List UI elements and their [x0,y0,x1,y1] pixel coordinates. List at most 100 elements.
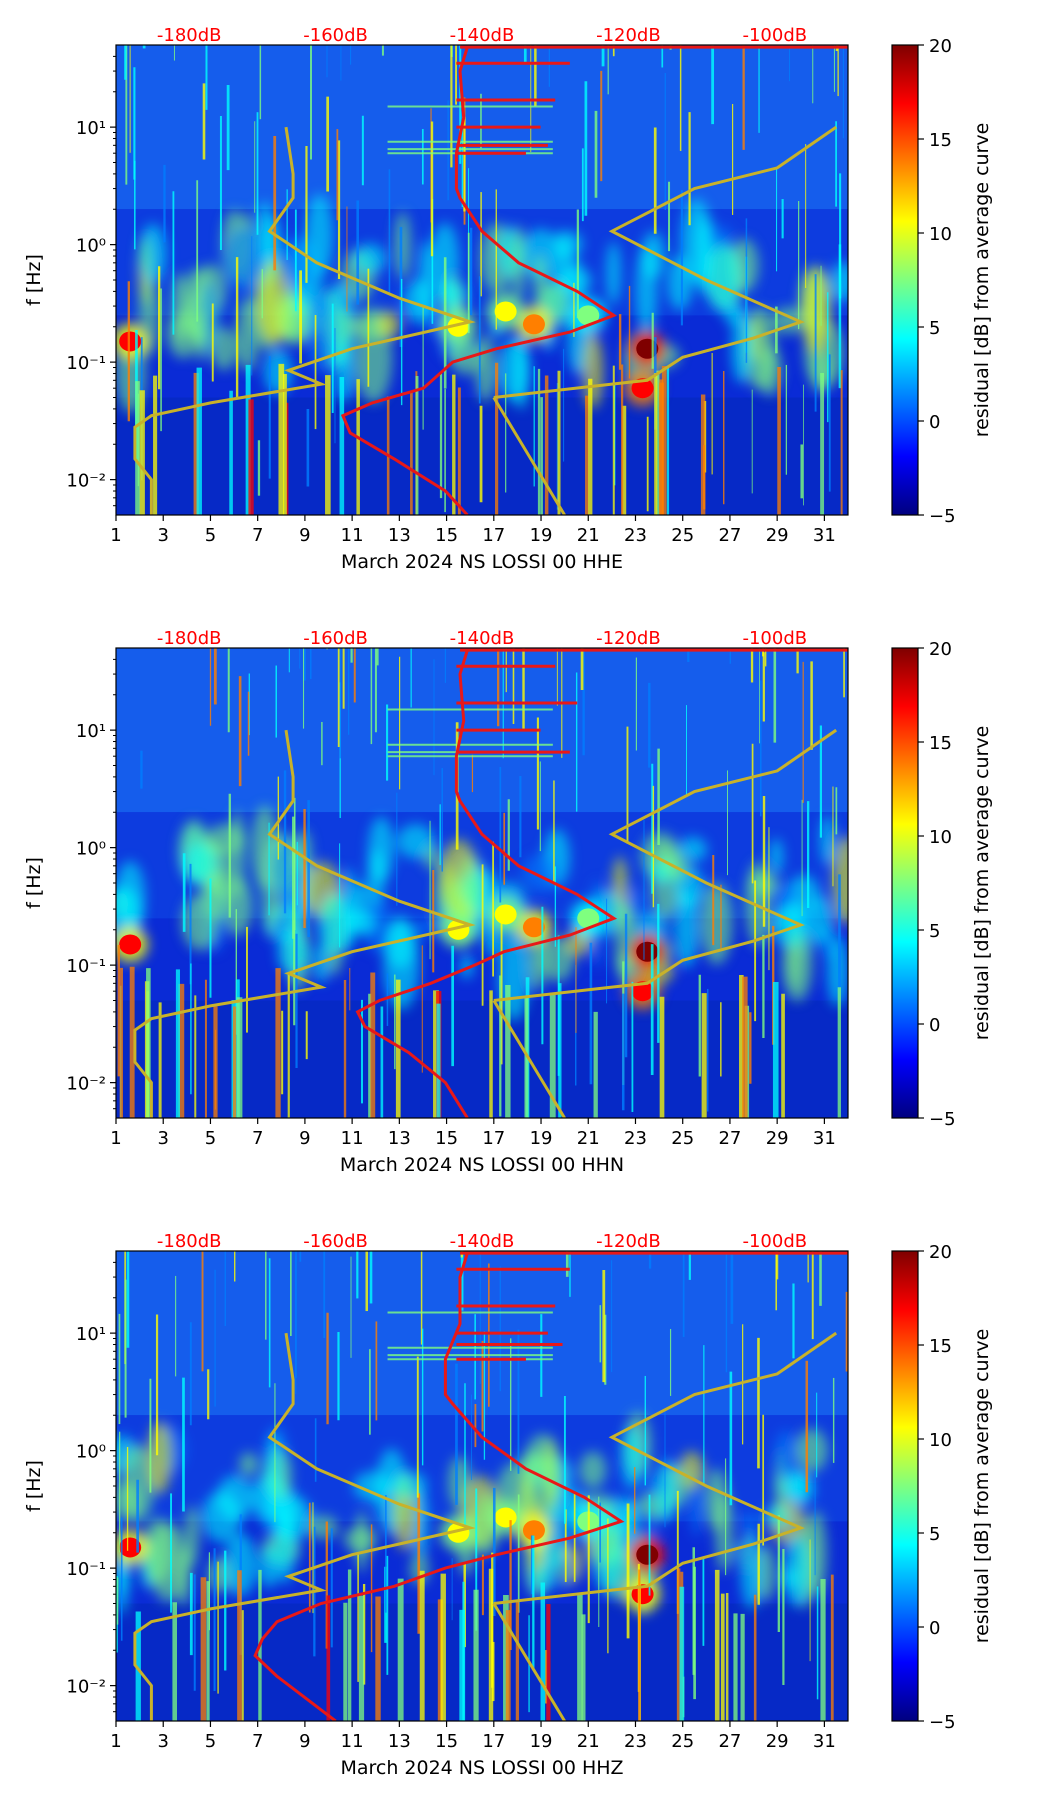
x-tick-label: 5 [205,1128,216,1149]
x-tick-label: 1 [110,1128,121,1149]
heatmap-cell [641,231,666,280]
hotspot-4 [447,919,470,940]
hotspot-5 [119,934,142,955]
hotspot-1 [636,1544,659,1565]
heatmap-cell [223,876,253,937]
heatmap-cell [826,936,848,1007]
y-tick-label: 10¹ [76,118,106,139]
top-db-label: -120dB [596,628,661,649]
heatmap-cell [270,917,285,941]
heatmap-cell [378,310,401,339]
top-db-label: -100dB [742,1231,807,1252]
heatmap-cell [579,1451,607,1489]
x-tick-label: 9 [299,1128,310,1149]
heatmap-cell [786,1472,815,1507]
x-tick-label: 31 [813,1731,836,1752]
heatmap-cell [353,243,387,274]
top-db-label: -120dB [596,25,661,46]
x-tick-label: 1 [110,1731,121,1752]
top-db-label: -140dB [450,1231,515,1252]
y-tick-label: 10⁻² [66,1677,106,1698]
heatmap-cell [394,211,411,280]
top-db-label: -180dB [157,1231,222,1252]
x-tick-label: 5 [205,1731,216,1752]
heatmap-cell [266,1433,282,1513]
x-tick-label: 25 [671,525,694,546]
colorbar-tick-label: 15 [929,130,952,151]
colorbar-gradient [891,44,919,516]
hotspot-2 [631,378,654,399]
heatmap-streaks [116,1251,848,1721]
psd-curve [355,649,618,1118]
hotspot-7 [577,908,600,929]
psd-curve [253,1252,625,1721]
y-tick-label: 10⁰ [76,1442,106,1463]
heatmap-cell [704,241,741,312]
psd-curve [340,46,618,515]
spectrogram-panel-hhn: 1 3 5 7 9 11 13 15 17 19 21 23 25 27 29 3110⁻²10⁻¹10⁰10… [23,628,993,1176]
colorbar-tick-label: 0 [929,1015,940,1036]
x-tick-label: 13 [388,525,411,546]
colorbar-gradient [891,647,919,1119]
colorbar-tick-label: 5 [929,1524,940,1545]
heatmap-streaks [124,45,844,515]
heatmap-cell [459,954,474,979]
x-tick-label: 21 [577,1731,600,1752]
colorbar-tick-label: 10 [929,827,952,848]
hotspot-4 [447,316,470,337]
heatmap-cell [305,194,334,278]
y-axis-label: f [Hz] [23,254,45,306]
x-tick-label: 31 [813,1128,836,1149]
heatmap-cell [448,1456,471,1510]
heatmap-cell [397,824,435,859]
x-tick-label: 23 [624,1128,647,1149]
heatmap-cell [782,1534,812,1608]
x-tick-label: 3 [157,525,168,546]
heatmap-cell [739,1512,760,1536]
heatmap-cell [308,1515,339,1540]
spectrogram-panel-hhe: 1 3 5 7 9 11 13 15 17 19 21 23 25 27 29 3110⁻²10⁻¹10⁰10… [23,25,993,573]
heatmap-cell [830,261,848,302]
heatmap-cell [171,272,190,345]
heatmap-cell [116,861,146,934]
plot-area [116,1251,848,1721]
heatmap-cell [216,1475,254,1521]
x-tick-label: 11 [341,1128,364,1149]
model-curve-low [133,126,476,515]
heatmap-cell [730,314,753,384]
x-axis-label: March 2024 NS LOSSI 00 HHE [341,551,623,573]
heatmap-streaks [117,648,845,1118]
colorbar-tick-label: 10 [929,224,952,245]
heatmap-cell [184,1505,200,1568]
colorbar-tick-label: 0 [929,1618,940,1639]
top-db-label: -140dB [450,25,515,46]
plot-area [116,45,848,515]
y-tick-label: 10⁻¹ [66,956,106,977]
heatmap-cell [555,266,592,296]
colorbar-label: residual [dB] from average curve [971,123,993,438]
x-tick-label: 13 [388,1731,411,1752]
heatmap-cell [276,1496,313,1541]
heatmap-cell [355,1510,368,1573]
heatmap-cell [230,809,245,899]
model-curve-tail [492,1602,566,1721]
x-tick-label: 15 [435,525,458,546]
heatmap-cell [211,326,237,371]
hotspot-7 [577,305,600,326]
x-tick-label: 3 [157,1128,168,1149]
colorbar-tick-label: 20 [929,36,952,57]
low-frequency-band [116,1000,848,1118]
spectrogram-panel-hhz: 1 3 5 7 9 11 13 15 17 19 21 23 25 27 29 3110⁻²10⁻¹10⁰10… [23,1231,993,1779]
heatmap-cell [701,882,733,965]
heatmap-cell [224,227,264,292]
heatmap-cell [820,815,835,866]
top-db-label: -180dB [157,628,222,649]
x-tick-label: 19 [530,525,553,546]
x-tick-label: 1 [110,525,121,546]
heatmap-cell [236,297,260,372]
heatmap-cell [391,1470,427,1500]
hotspot-6 [494,904,517,925]
heatmap-cell [353,1471,392,1502]
top-db-label: -120dB [596,1231,661,1252]
heatmap-cell [306,294,337,373]
